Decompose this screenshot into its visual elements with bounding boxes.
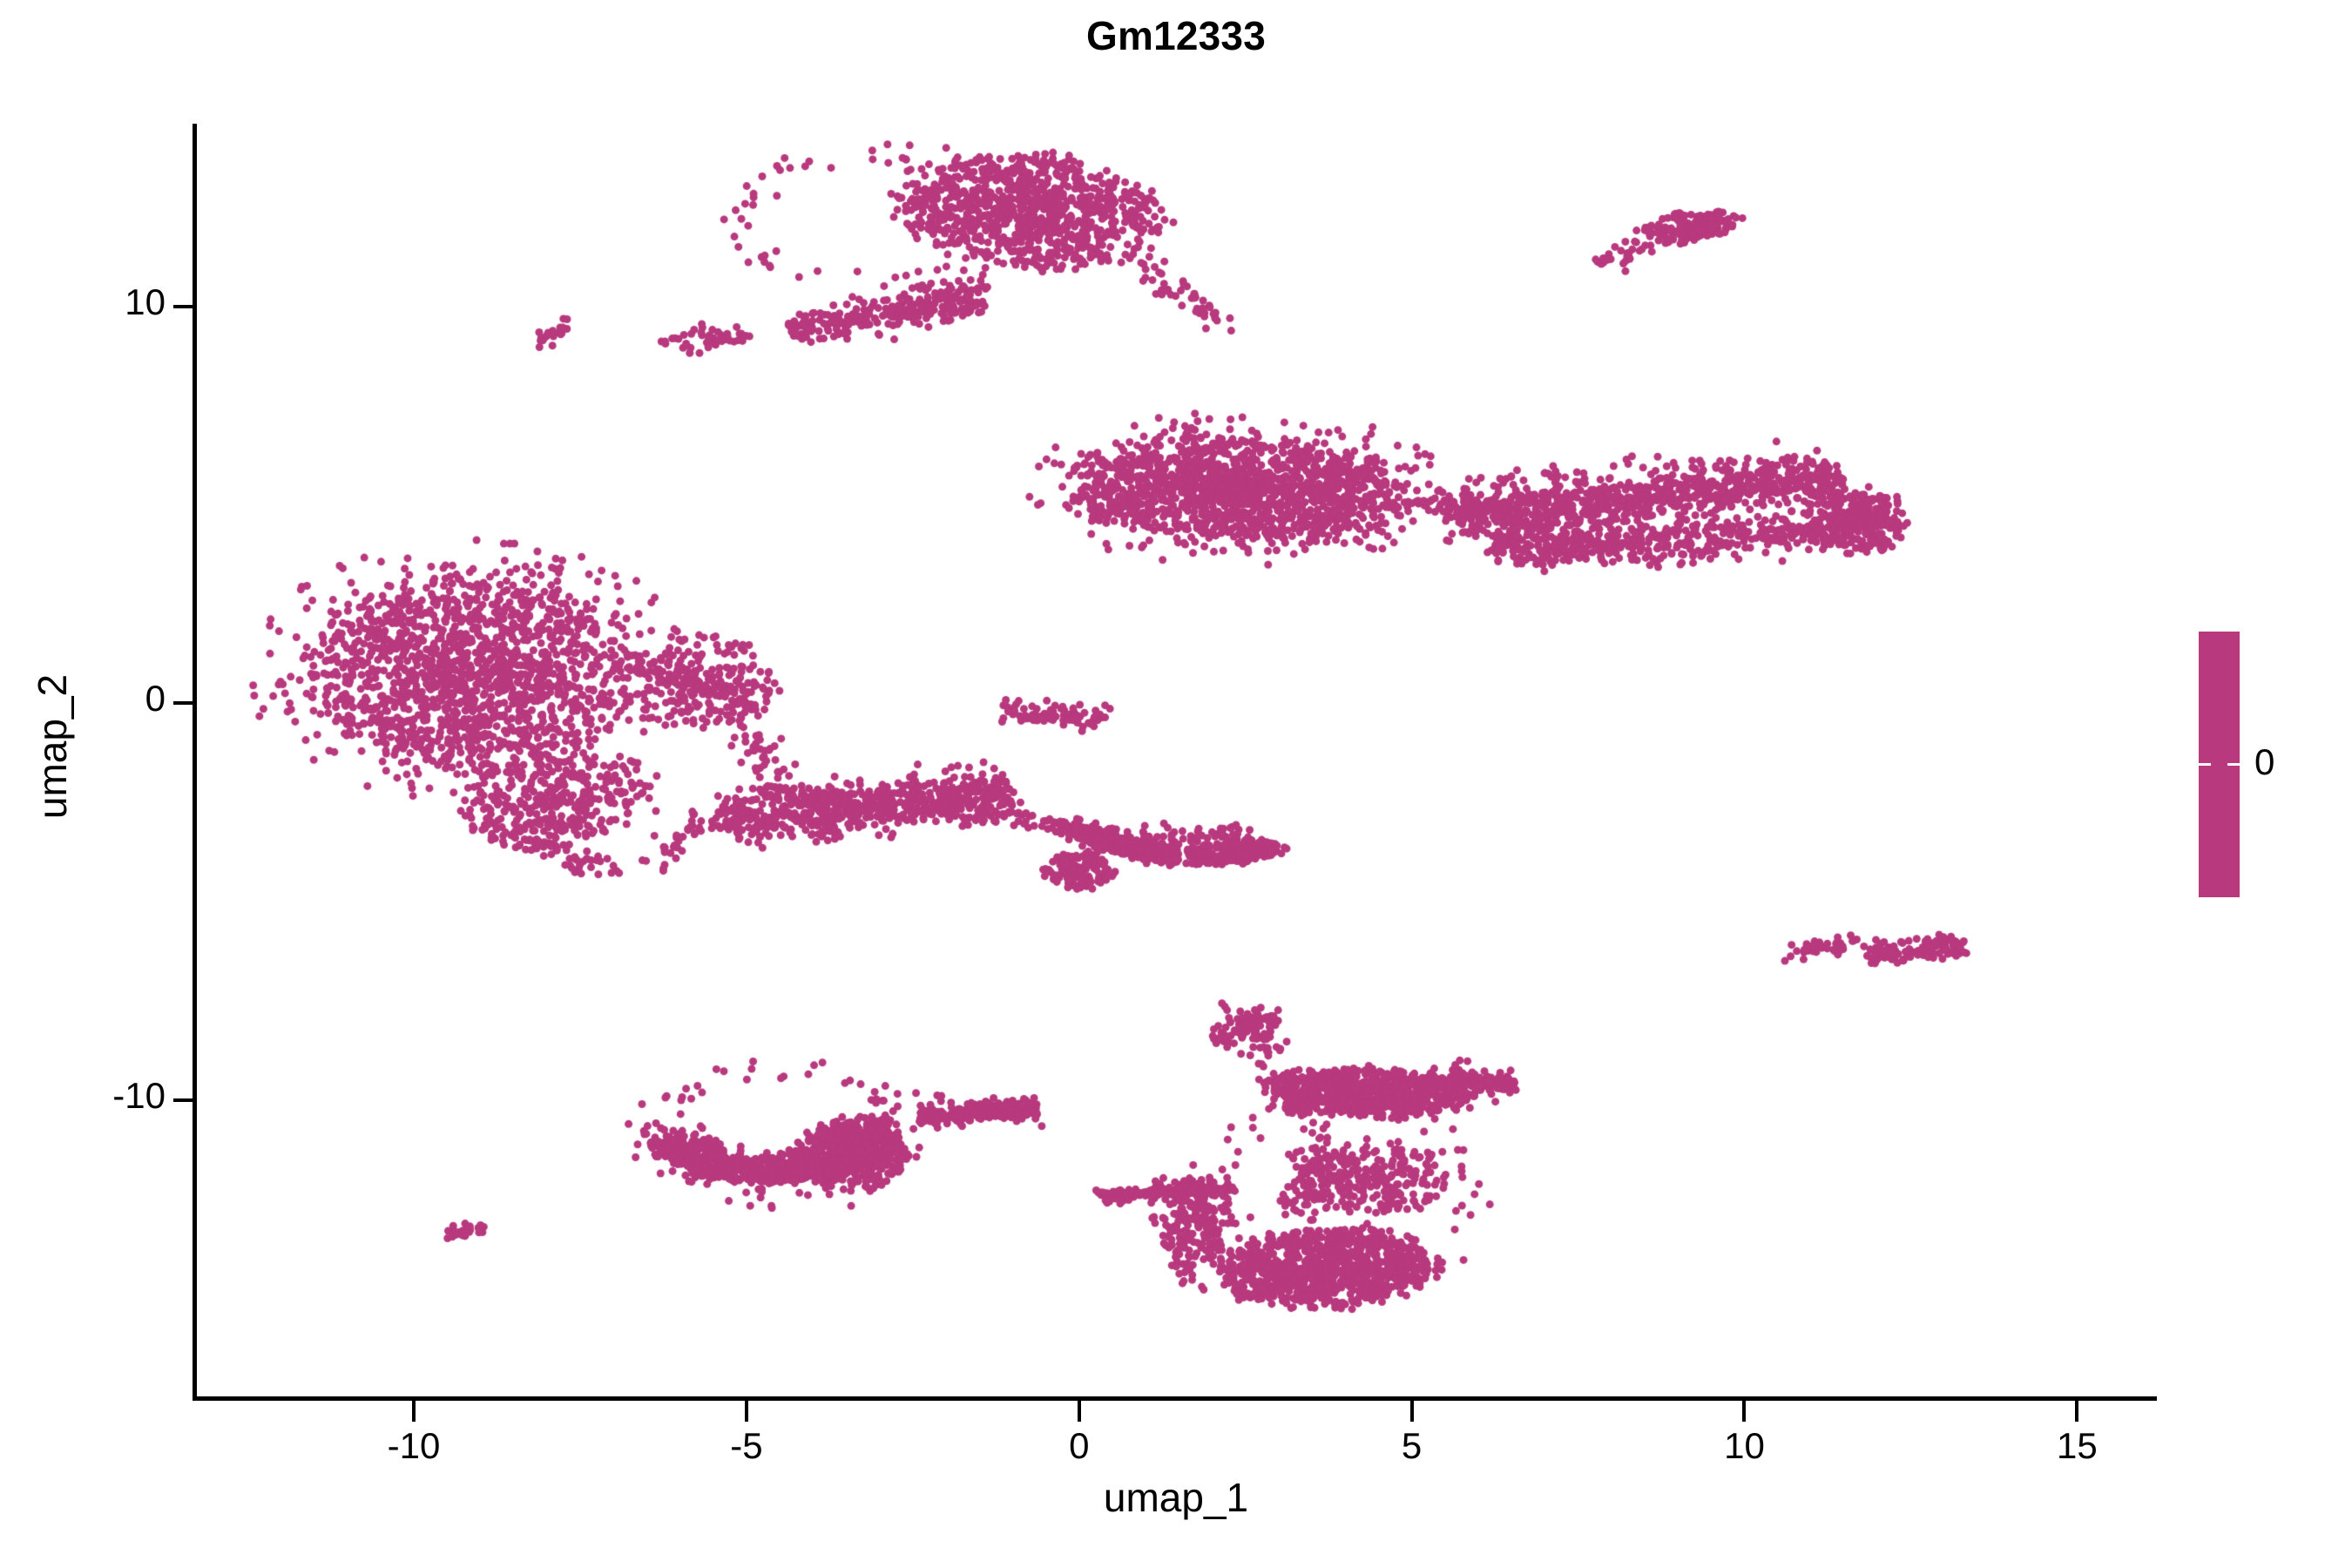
colorbar-tick-label: 0 [2254, 741, 2275, 782]
y-axis-line [193, 124, 197, 1400]
colorbar-tick-right [2227, 763, 2240, 766]
x-tick-label: -10 [387, 1425, 441, 1466]
x-tick-mark [744, 1401, 748, 1422]
x-axis-label: umap_1 [1103, 1475, 1249, 1520]
x-tick-label: 0 [1069, 1425, 1090, 1466]
x-tick-label: 15 [2056, 1425, 2098, 1466]
x-tick-label: 10 [1724, 1425, 1765, 1466]
y-axis-label: umap_2 [30, 673, 75, 820]
y-tick-label: 0 [145, 678, 166, 720]
x-tick-mark [2075, 1401, 2079, 1422]
x-tick-label: 5 [1401, 1425, 1423, 1466]
colorbar-tick-left [2199, 763, 2211, 766]
x-tick-mark [1742, 1401, 1747, 1422]
y-tick-label: -10 [112, 1075, 166, 1117]
colorbar-legend: 0 [2199, 632, 2338, 936]
x-tick-mark [1077, 1401, 1081, 1422]
x-tick-label: -5 [730, 1425, 763, 1466]
y-tick-mark [173, 701, 193, 706]
y-tick-mark [173, 1098, 193, 1103]
x-tick-mark [1409, 1401, 1414, 1422]
x-tick-mark [412, 1401, 416, 1422]
y-tick-label: 10 [125, 280, 166, 322]
x-axis-line [193, 1396, 2157, 1401]
y-tick-mark [173, 304, 193, 308]
